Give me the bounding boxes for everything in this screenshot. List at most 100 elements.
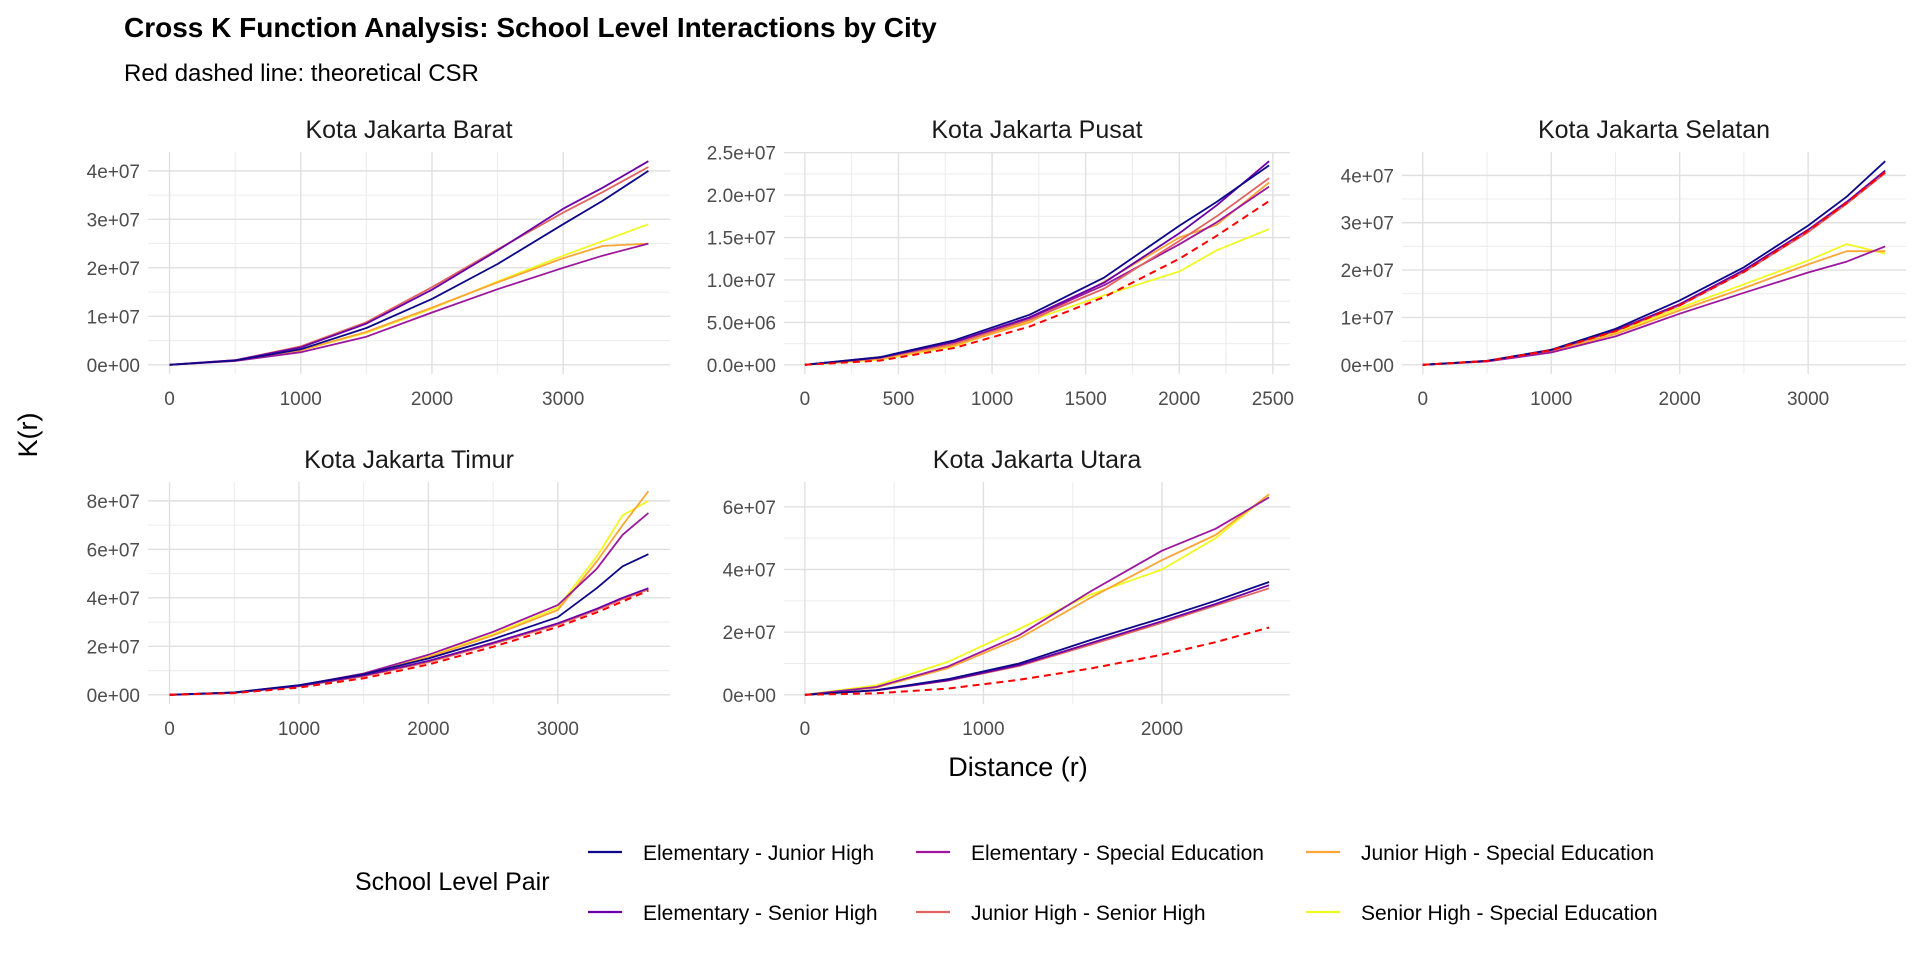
legend-item: Junior High - Special Education [1306, 842, 1654, 865]
series-line [804, 493, 1270, 696]
csr-line [1422, 171, 1886, 366]
y-tick-label: 0.0e+00 [707, 356, 776, 377]
x-tick-label: 2000 [1659, 389, 1701, 410]
legend-label: Elementary - Senior High [643, 902, 878, 925]
y-axis-label: K(r) [13, 413, 43, 458]
series-line [1422, 172, 1886, 366]
y-tick-label: 2e+07 [1341, 261, 1394, 282]
x-tick-label: 500 [883, 389, 915, 410]
x-tick-label: 1000 [962, 719, 1004, 740]
legend-item: Elementary - Special Education [916, 842, 1264, 865]
y-tick-label: 3e+07 [1341, 214, 1394, 235]
x-tick-label: 2500 [1252, 389, 1294, 410]
x-tick-label: 0 [800, 719, 811, 740]
x-axis-label: Distance (r) [948, 752, 1088, 782]
y-tick-label: 6e+07 [87, 540, 140, 561]
series-line [1422, 245, 1886, 366]
facet-panel-2: 0 500 1000 1500 2000 2500 0.0e+00 5.0e+06 1.0e+0… [707, 116, 1294, 410]
x-tick-label: 1000 [1530, 389, 1572, 410]
y-tick-label: 2.5e+07 [707, 144, 776, 165]
x-tick-label: 0 [800, 389, 811, 410]
series-line [169, 242, 649, 366]
y-tick-label: 2e+07 [87, 637, 140, 658]
x-tick-label: 1500 [1065, 389, 1107, 410]
series-line [169, 490, 650, 696]
y-tick-label: 8e+07 [87, 492, 140, 513]
y-tick-label: 0e+00 [1341, 356, 1394, 377]
y-tick-label: 1.5e+07 [707, 229, 776, 250]
y-tick-label: 2e+07 [87, 259, 140, 280]
x-tick-label: 0 [164, 389, 175, 410]
x-tick-label: 1000 [280, 389, 322, 410]
facet-panels: 0 1000 2000 3000 0e+00 1e+07 2e+07 3e+07 4e+07 Ko… [87, 116, 1906, 740]
legend-label: Elementary - Special Education [971, 842, 1264, 865]
legend-label: Junior High - Senior High [971, 902, 1206, 925]
y-tick-label: 4e+07 [723, 560, 776, 581]
x-tick-label: 3000 [537, 719, 579, 740]
series-line [804, 181, 1270, 366]
series-line [804, 228, 1270, 366]
legend-item: Senior High - Special Education [1306, 902, 1658, 925]
facet-panel-1: 0 1000 2000 3000 0e+00 1e+07 2e+07 3e+07 4e+07 Ko… [87, 116, 670, 410]
y-tick-label: 1e+07 [1341, 308, 1394, 329]
legend-label: Elementary - Junior High [643, 842, 874, 865]
series-line [804, 164, 1270, 366]
y-tick-label: 0e+00 [723, 686, 776, 707]
y-tick-label: 4e+07 [1341, 166, 1394, 187]
x-tick-label: 0 [1418, 389, 1429, 410]
y-tick-label: 4e+07 [87, 589, 140, 610]
series-line [169, 588, 649, 696]
series-line [169, 242, 649, 366]
csr-line [169, 589, 649, 696]
facet-title: Kota Jakarta Barat [305, 116, 512, 144]
y-tick-label: 2e+07 [723, 623, 776, 644]
legend-label: Senior High - Special Education [1361, 902, 1658, 925]
y-tick-label: 0e+00 [87, 356, 140, 377]
y-tick-label: 4e+07 [87, 162, 140, 183]
y-tick-label: 1.0e+07 [707, 271, 776, 292]
series-line [804, 160, 1270, 366]
series-line [804, 496, 1270, 696]
facet-panel-5: 0 1000 2000 0e+00 2e+07 4e+07 6e+07 Kota Jakart… [723, 446, 1290, 740]
chart-subtitle: Red dashed line: theoretical CSR [124, 60, 479, 87]
series-line [804, 177, 1270, 366]
facet-title: Kota Jakarta Selatan [1538, 116, 1770, 144]
series-line [1422, 160, 1886, 366]
series-line [1422, 250, 1886, 366]
series-line [1422, 169, 1886, 366]
x-tick-label: 2000 [411, 389, 453, 410]
legend-item: Elementary - Junior High [588, 842, 874, 865]
y-tick-label: 6e+07 [723, 498, 776, 519]
series-line [804, 587, 1270, 696]
x-tick-label: 1000 [278, 719, 320, 740]
y-tick-label: 3e+07 [87, 210, 140, 231]
series-line [804, 493, 1270, 696]
facet-title: Kota Jakarta Utara [933, 446, 1142, 474]
x-tick-label: 2000 [407, 719, 449, 740]
y-tick-label: 2.0e+07 [707, 186, 776, 207]
legend-title: School Level Pair [355, 868, 550, 896]
x-tick-label: 2000 [1141, 719, 1183, 740]
x-tick-label: 3000 [1787, 389, 1829, 410]
legend-label: Junior High - Special Education [1361, 842, 1654, 865]
x-tick-label: 2000 [1158, 389, 1200, 410]
legend-item: Elementary - Senior High [588, 902, 878, 925]
series-line [169, 166, 649, 366]
chart-title: Cross K Function Analysis: School Level … [124, 12, 937, 43]
y-tick-label: 5.0e+06 [707, 313, 776, 334]
x-tick-label: 0 [164, 719, 175, 740]
x-tick-label: 1000 [971, 389, 1013, 410]
series-line [169, 170, 649, 366]
facet-title: Kota Jakarta Pusat [931, 116, 1142, 144]
y-tick-label: 0e+00 [87, 686, 140, 707]
legend: Elementary - Junior High Elementary - Spe… [588, 842, 1658, 925]
series-line [169, 223, 649, 366]
csr-line [804, 200, 1270, 366]
legend-item: Junior High - Senior High [916, 902, 1206, 925]
series-line [804, 581, 1270, 696]
facet-panel-3: 0 1000 2000 3000 0e+00 1e+07 2e+07 3e+07 4e+07 Ko… [1341, 116, 1906, 410]
series-line [804, 584, 1270, 696]
facet-title: Kota Jakarta Timur [304, 446, 514, 474]
